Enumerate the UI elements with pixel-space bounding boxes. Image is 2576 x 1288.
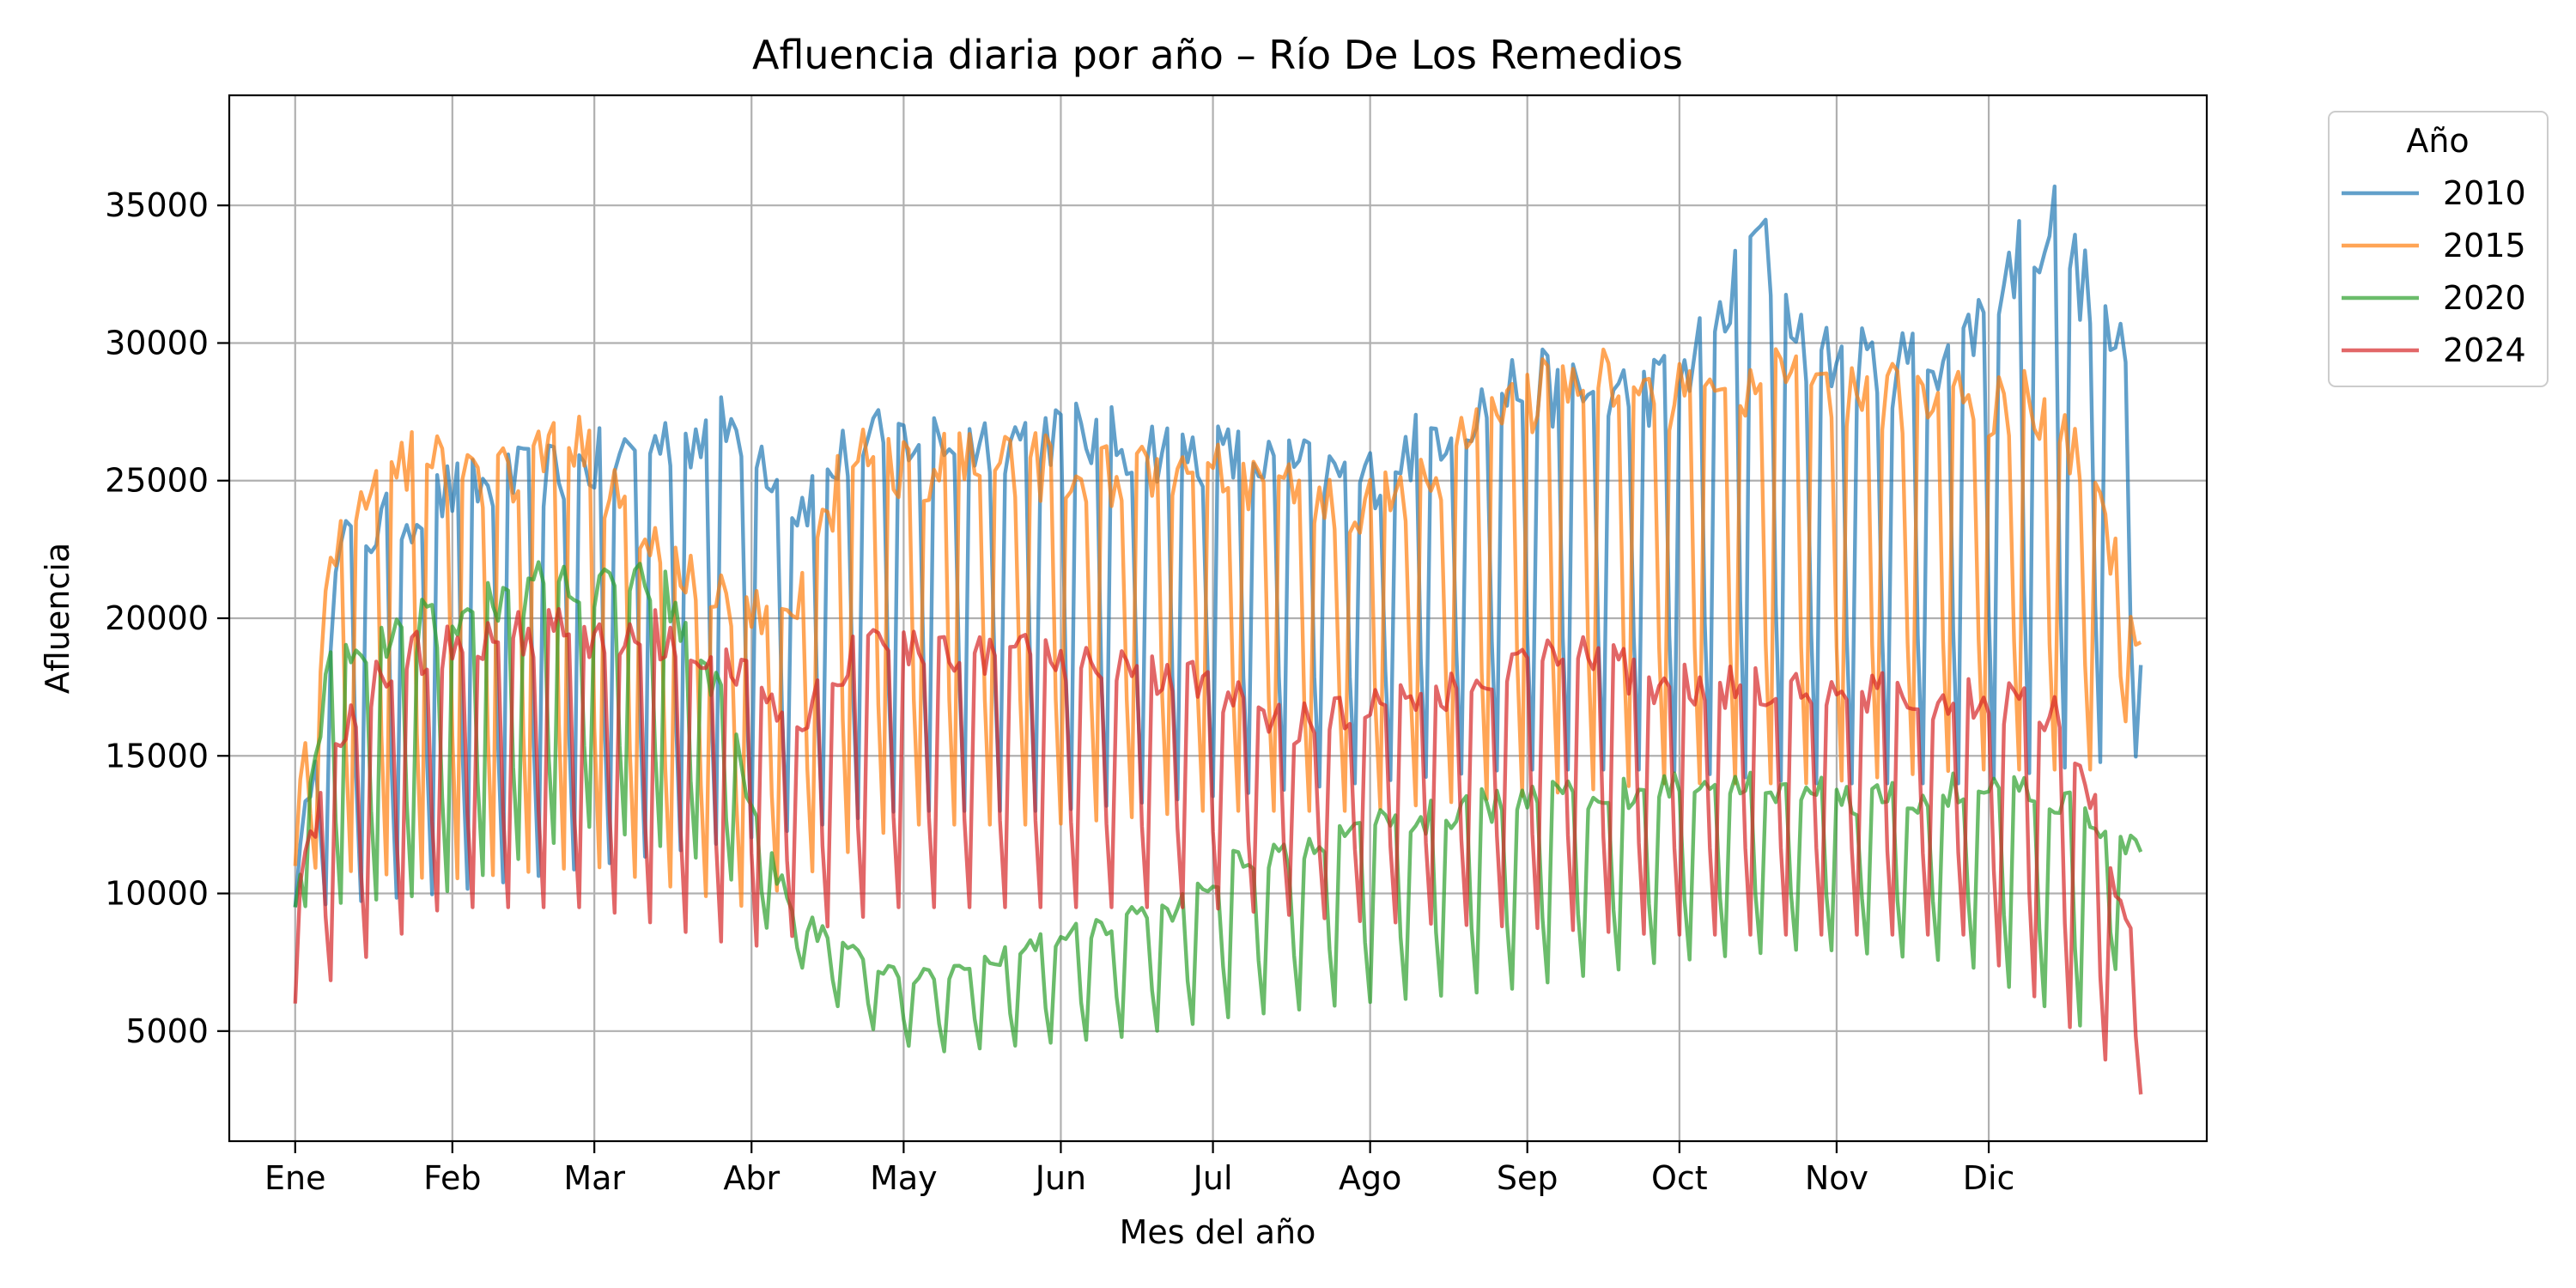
legend-label-2015: 2015 — [2443, 227, 2526, 264]
y-axis-label: Afluencia — [39, 543, 76, 694]
x-tick-label: Abr — [723, 1159, 780, 1197]
x-tick-label: Ago — [1339, 1159, 1401, 1197]
y-tick-label: 30000 — [105, 324, 209, 361]
y-tick-label: 25000 — [105, 462, 209, 500]
y-tick-label: 10000 — [105, 875, 209, 913]
legend-label-2010: 2010 — [2443, 174, 2526, 212]
y-tick-label: 15000 — [105, 737, 209, 775]
x-axis-label: Mes del año — [1120, 1213, 1316, 1251]
legend: Año 2010 2015 2020 2024 — [2328, 111, 2549, 387]
y-tick-label: 20000 — [105, 599, 209, 637]
x-tick-label: May — [870, 1159, 938, 1197]
axis-ticks: Ene Feb Mar Abr May Jun Jul Ago Sep Oct Nov Dic 5000… — [105, 186, 2014, 1197]
x-tick-label: Dic — [1963, 1159, 2015, 1197]
series-group — [293, 184, 2143, 1095]
y-tick-label: 35000 — [105, 186, 209, 224]
legend-title: Año — [2406, 122, 2469, 160]
x-tick-label: Feb — [423, 1159, 481, 1197]
x-tick-label: Jul — [1192, 1159, 1233, 1197]
legend-label-2020: 2020 — [2443, 279, 2526, 317]
x-tick-label: Nov — [1805, 1159, 1868, 1197]
legend-label-2024: 2024 — [2443, 331, 2526, 369]
legend-box — [2328, 111, 2549, 387]
x-tick-label: Oct — [1651, 1159, 1708, 1197]
x-tick-label: Mar — [563, 1159, 625, 1197]
x-tick-label: Ene — [264, 1159, 325, 1197]
y-tick-label: 5000 — [125, 1012, 209, 1050]
x-tick-label: Sep — [1497, 1159, 1558, 1197]
legend-entries: 2010 2015 2020 2024 — [2342, 174, 2526, 369]
x-tick-label: Jun — [1034, 1159, 1086, 1197]
series-line-2024 — [293, 606, 2143, 1095]
chart-title: Afluencia diaria por año – Río De Los Re… — [752, 32, 1683, 78]
